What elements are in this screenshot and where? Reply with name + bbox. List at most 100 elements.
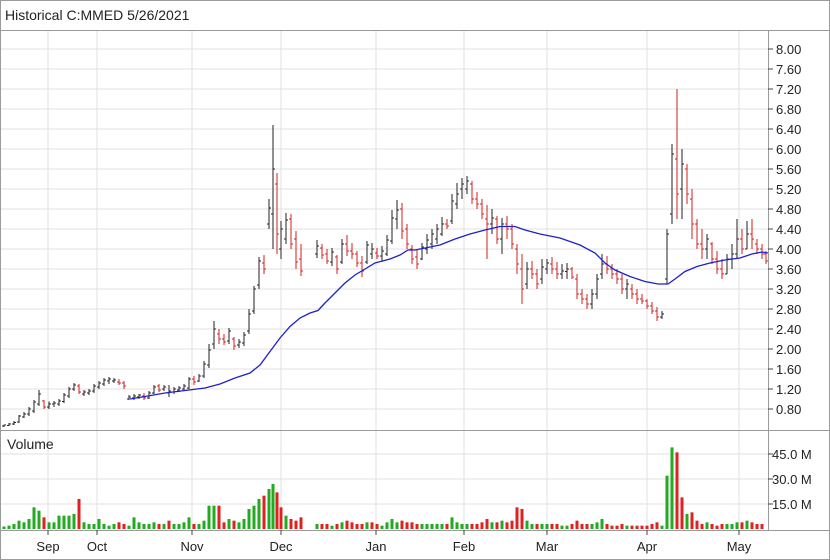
price-bar <box>112 378 116 383</box>
volume-bar <box>222 522 226 529</box>
volume-bar <box>167 520 171 529</box>
price-bar <box>17 415 21 423</box>
volume-bar <box>122 524 126 529</box>
volume-bar <box>7 525 11 529</box>
volume-bar <box>102 524 106 529</box>
volume-bar <box>505 522 509 529</box>
volume-bar <box>700 524 704 529</box>
volume-bar <box>2 526 6 529</box>
price-bar <box>72 383 76 391</box>
month-axis: Sep Oct Nov Dec Jan Feb Mar Apr May <box>36 530 752 554</box>
price-tick-label: 5.60 <box>776 162 801 177</box>
volume-bar <box>580 524 584 529</box>
price-bar <box>565 263 569 279</box>
price-bar <box>630 284 634 299</box>
price-bar <box>289 214 293 249</box>
price-bar <box>102 378 106 386</box>
price-bar <box>560 264 564 279</box>
price-tick-label: 4.00 <box>776 242 801 257</box>
volume-bar <box>57 515 61 529</box>
price-bar <box>275 173 279 254</box>
price-bar <box>570 267 574 279</box>
price-bar <box>645 299 649 309</box>
volume-bar <box>355 524 359 529</box>
price-bar <box>117 379 121 385</box>
volume-bar <box>440 524 444 529</box>
volume-bar <box>107 525 111 529</box>
price-bar <box>12 421 16 425</box>
volume-tick-label: 30.0 M <box>772 472 812 487</box>
price-bar <box>695 219 699 249</box>
volume-bar <box>47 522 51 529</box>
price-bars <box>2 89 768 427</box>
price-bar <box>755 239 759 254</box>
volume-bar <box>325 524 329 529</box>
price-bar <box>715 251 719 274</box>
volume-bar <box>420 524 424 529</box>
volume-bar <box>410 522 414 529</box>
volume-bar <box>445 524 449 529</box>
price-bar <box>92 384 96 393</box>
price-bar <box>271 125 275 249</box>
price-tick-label: 3.20 <box>776 282 801 297</box>
volume-bar <box>555 524 559 529</box>
volume-bar <box>202 520 206 529</box>
price-tick-label: 5.20 <box>776 182 801 197</box>
price-bar <box>700 229 704 259</box>
price-bar <box>420 243 424 260</box>
price-bar <box>740 229 744 254</box>
price-bar <box>27 407 31 416</box>
volume-bar <box>470 524 474 529</box>
price-bar <box>152 385 156 394</box>
price-tick-label: 2.40 <box>776 322 801 337</box>
price-bar <box>87 389 91 395</box>
price-bar <box>635 289 639 304</box>
price-bar <box>97 381 101 389</box>
volume-bar <box>520 509 524 529</box>
price-axis: 8.00 7.60 7.20 6.80 6.40 6.00 5.60 5.20 4.80 4.40… <box>768 42 801 417</box>
volume-bar <box>227 519 231 529</box>
price-bar <box>182 384 186 391</box>
price-tick-label: 7.60 <box>776 62 801 77</box>
price-bar <box>42 400 46 409</box>
price-bar <box>620 274 624 294</box>
volume-bar <box>375 524 379 529</box>
price-bar <box>470 181 474 204</box>
volume-bar <box>425 524 429 529</box>
volume-bar <box>475 524 479 529</box>
volume-bar <box>640 525 644 529</box>
volume-bar <box>117 522 121 529</box>
price-bar <box>515 244 519 274</box>
price-bar <box>390 210 394 244</box>
volume-bar <box>550 524 554 529</box>
volume-bar <box>650 524 654 529</box>
volume-bar <box>450 517 454 529</box>
volume-bar <box>350 522 354 529</box>
volume-bar <box>37 510 41 529</box>
volume-bar <box>605 524 609 529</box>
price-bar <box>47 401 51 409</box>
volume-bar <box>435 524 439 529</box>
volume-axis: 45.0 M 30.0 M 15.0 M <box>768 447 812 512</box>
price-bar <box>107 377 111 384</box>
price-bar <box>680 149 684 219</box>
volume-bar <box>237 522 241 529</box>
volume-bar <box>72 514 76 529</box>
price-bar <box>67 387 71 398</box>
volume-bar <box>635 525 639 529</box>
volume-bar <box>530 524 534 529</box>
price-bar <box>665 229 669 284</box>
volume-bar <box>485 519 489 529</box>
volume-bar <box>52 522 56 529</box>
volume-bar <box>670 447 674 529</box>
price-bar <box>655 307 659 321</box>
volume-bar <box>615 525 619 529</box>
price-bar <box>540 259 544 284</box>
price-bar <box>22 412 26 418</box>
volume-bar <box>465 524 469 529</box>
price-bar <box>505 216 509 239</box>
price-bar <box>690 189 694 239</box>
price-bar <box>52 401 56 407</box>
volume-bar <box>172 524 176 529</box>
